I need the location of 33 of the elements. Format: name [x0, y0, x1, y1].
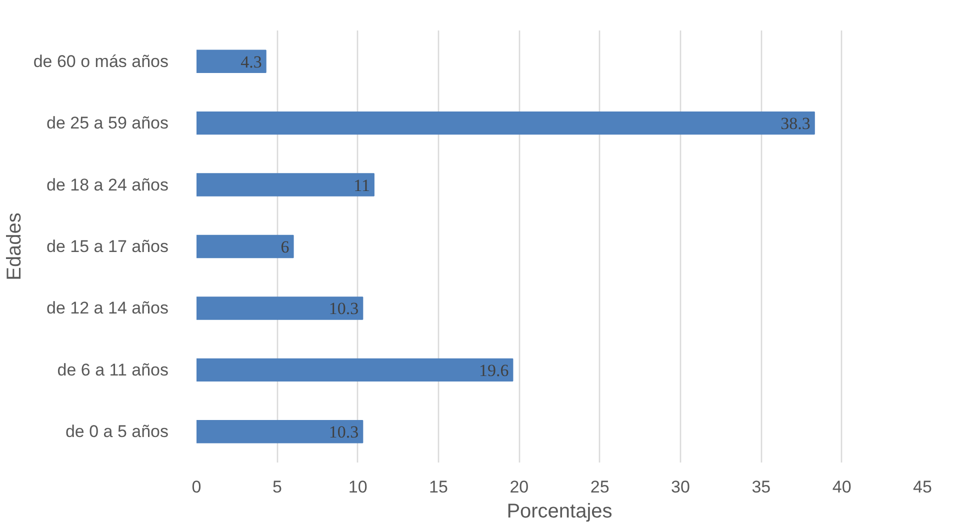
y-tick-label: de 18 a 24 años: [46, 175, 169, 194]
x-tick-label: 10: [348, 478, 368, 496]
y-tick-label: de 15 a 17 años: [46, 237, 169, 256]
bar: [196, 296, 364, 320]
x-tick-label: 20: [510, 478, 529, 496]
x-tick-label: 30: [671, 478, 690, 496]
x-tick-label: 15: [429, 478, 448, 496]
x-tick-label: 40: [832, 478, 852, 496]
bar: [196, 50, 266, 73]
y-tick-label: de 12 a 14 años: [46, 298, 169, 318]
x-tick-label: 35: [752, 478, 771, 496]
x-tick-label: 0: [192, 478, 202, 496]
y-tick-label: de 6 a 11 años: [57, 360, 169, 380]
x-tick-label: 25: [590, 478, 610, 496]
y-tick-label: de 25 a 59 años: [46, 114, 169, 133]
data-label: 10.3: [328, 422, 359, 442]
data-label: 10.3: [328, 299, 359, 318]
x-tick-label: 45: [913, 478, 932, 496]
bar: [196, 358, 514, 382]
y-tick-label: de 60 o más años: [33, 52, 169, 71]
y-axis-title: Edades: [3, 212, 26, 280]
bar: [196, 111, 815, 135]
data-label: 19.6: [478, 360, 509, 380]
x-axis-title: Porcentajes: [506, 500, 612, 522]
data-label: 38.3: [780, 114, 810, 134]
bar: [196, 420, 364, 444]
data-label: 4.3: [240, 52, 262, 72]
y-tick-label: de 0 a 5 años: [65, 422, 168, 442]
bar: [196, 173, 374, 196]
data-label: 11: [354, 176, 370, 195]
data-label: 6: [280, 238, 290, 256]
bar: [196, 234, 294, 258]
x-tick-label: 5: [272, 478, 282, 496]
